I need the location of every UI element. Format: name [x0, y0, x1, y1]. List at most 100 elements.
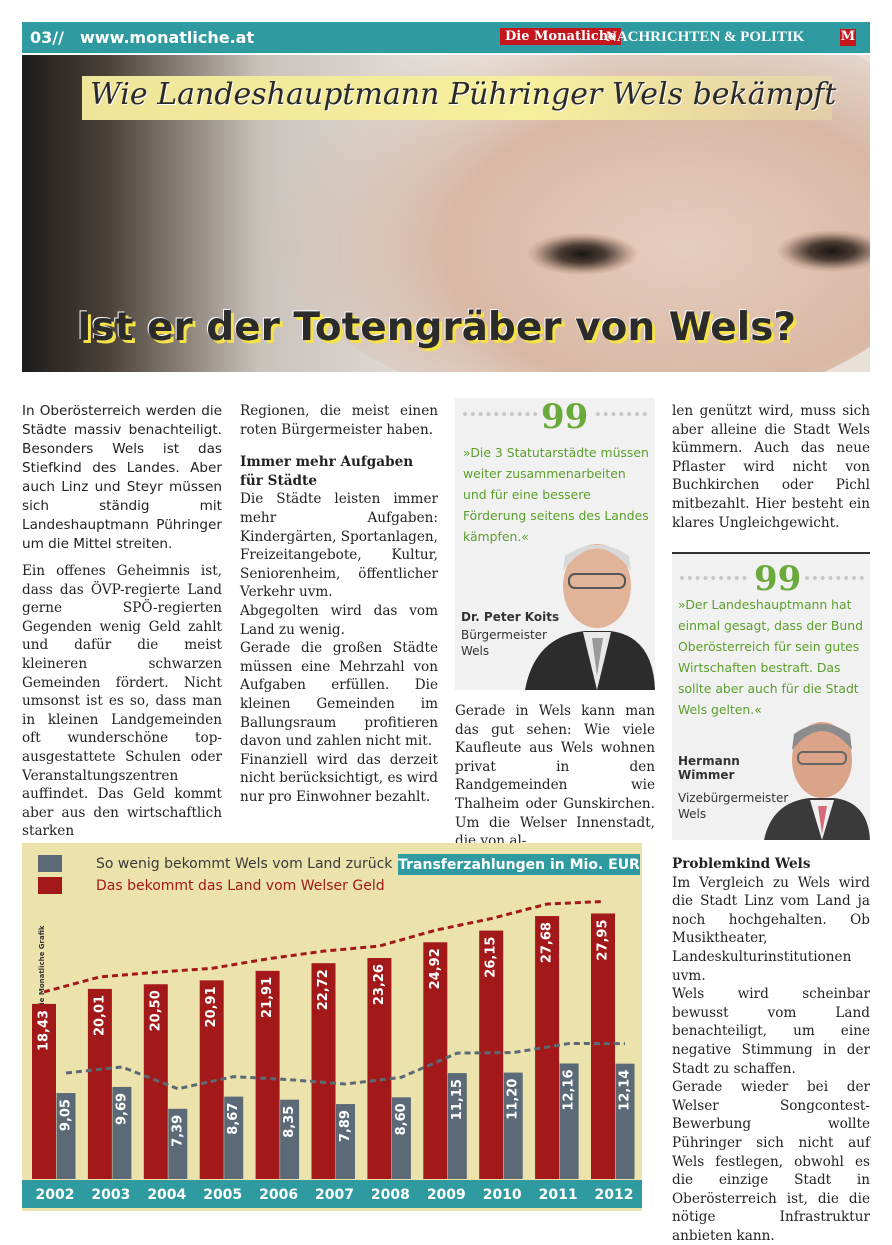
quote-role: Vizebürgermeister — [678, 791, 789, 805]
quote-name: Hermann Wimmer — [678, 754, 740, 782]
x-tick-label: 2007 — [315, 1187, 354, 1203]
quote-name: Dr. Peter Koits — [461, 610, 560, 624]
value-label: 20,01 — [92, 995, 107, 1036]
value-label: 9,69 — [114, 1093, 129, 1125]
quote-place: Wels — [461, 644, 490, 658]
issue: 03// — [30, 28, 64, 47]
value-label: 12,16 — [562, 1069, 577, 1110]
value-label: 27,95 — [596, 919, 611, 960]
hero-image: Wie Landeshauptmann Pühringer Wels bekäm… — [22, 55, 870, 372]
x-tick-label: 2003 — [91, 1187, 130, 1203]
x-tick-label: 2008 — [371, 1187, 410, 1203]
subhead: Immer mehr Aufgaben für Städte — [240, 454, 414, 489]
bar — [56, 1093, 76, 1179]
portrait — [764, 722, 870, 840]
legend-label: Das bekommt das Land vom Welser Geld — [96, 878, 385, 894]
column: Regionen, die meist einen roten Bürgerme… — [240, 402, 438, 806]
column: Problemkind Wels Im Vergleich zu Wels wi… — [672, 855, 870, 1245]
bar — [87, 988, 112, 1179]
bar — [447, 1073, 467, 1179]
quote-icon: 99 — [537, 400, 593, 434]
bar — [479, 930, 504, 1179]
kicker: Wie Landeshauptmann Pühringer Wels bekäm… — [90, 77, 837, 112]
value-label: 21,91 — [260, 977, 275, 1018]
trend-line — [65, 1041, 626, 1091]
column: len genützt wird, muss sich aber alleine… — [672, 402, 870, 532]
value-label: 26,15 — [484, 937, 499, 978]
legend-swatch — [38, 855, 62, 872]
value-label: 12,14 — [618, 1070, 633, 1111]
value-label: 8,60 — [394, 1103, 409, 1135]
portrait — [525, 544, 655, 690]
chart-title-box — [398, 854, 640, 875]
paragraph: Gerade in Wels kann man das gut sehen: W… — [455, 703, 655, 850]
bar — [423, 942, 448, 1179]
url[interactable]: www.monatliche.at — [80, 28, 255, 47]
value-label: 8,67 — [226, 1103, 241, 1135]
chart-credit: Die Monatliche Grafik — [38, 925, 46, 1010]
x-tick-label: 2012 — [595, 1187, 634, 1203]
bar — [280, 1099, 300, 1179]
bar — [32, 1003, 56, 1179]
paragraph: Abgegolten wird das vom Land zu wenig. — [240, 602, 438, 638]
logo: M — [840, 29, 856, 46]
value-label: 20,50 — [148, 990, 163, 1031]
x-tick-label: 2010 — [483, 1187, 522, 1203]
headline: Ist er der Totengräber von Wels? — [77, 305, 796, 350]
chart-title: Transferzahlungen in Mio. EUR — [398, 857, 640, 873]
value-label: 22,72 — [316, 969, 331, 1010]
bar — [391, 1097, 411, 1179]
value-label: 8,35 — [282, 1106, 297, 1138]
x-axis-band — [22, 1180, 642, 1208]
value-label: 11,15 — [450, 1079, 465, 1120]
paragraph: Im Vergleich zu Wels wird die Stadt Linz… — [672, 874, 870, 984]
quote-box: 99 »Der Landeshauptmann hat einmal gesag… — [672, 552, 870, 840]
chart: Transferzahlungen in Mio. EUR Die Monatl… — [22, 843, 642, 1211]
bar — [199, 980, 224, 1179]
bar — [367, 958, 392, 1179]
section: NACHRICHTEN & POLITIK — [606, 29, 805, 45]
legend-swatch — [38, 877, 62, 894]
paragraph: Regionen, die meist einen roten Bürgerme… — [240, 403, 438, 438]
column: In Oberösterreich werden die Städte mass… — [22, 402, 222, 841]
value-label: 18,43 — [37, 1010, 52, 1051]
bar — [255, 970, 280, 1179]
value-label: 7,89 — [338, 1110, 353, 1142]
paragraph: Wels wird scheinbar bewusst vom Land ben… — [672, 986, 870, 1077]
bar — [503, 1072, 523, 1179]
lead: In Oberösterreich werden die Städte mass… — [22, 403, 222, 552]
bar — [559, 1063, 579, 1179]
quote-text: »Der Landeshauptmann hat einmal gesagt, … — [678, 597, 864, 717]
bar — [168, 1108, 188, 1179]
legend-label: So wenig bekommt Wels vom Land zurück — [96, 856, 393, 872]
paragraph: Gerade die großen Städte müssen eine Meh… — [240, 640, 438, 750]
bar — [224, 1096, 244, 1179]
paragraph: Ein offenes Geheimnis ist, dass das ÖVP-… — [22, 563, 222, 840]
quote-place: Wels — [678, 807, 707, 821]
kicker-box — [82, 76, 832, 120]
value-label: 11,20 — [506, 1079, 521, 1120]
x-tick-label: 2002 — [36, 1187, 75, 1203]
subhead: Problemkind Wels — [672, 856, 811, 872]
eye — [777, 230, 870, 272]
paragraph: Die Städte leisten immer mehr Aufgaben: … — [240, 491, 439, 601]
trend-line — [43, 899, 604, 994]
bar — [615, 1063, 635, 1179]
quote-role: Bürgermeister — [461, 628, 547, 642]
quote-box: 99 »Die 3 Statutarstädte müssen weiter z… — [455, 398, 655, 690]
paragraph: Finanziell wird das derzeit nicht berück… — [240, 751, 438, 805]
value-label: 9,05 — [59, 1099, 74, 1131]
value-label: 24,92 — [428, 948, 443, 989]
value-label: 27,68 — [540, 922, 555, 963]
paragraph: Gerade wieder bei der Welser Songcontest… — [672, 1079, 870, 1244]
paragraph: len genützt wird, muss sich aber alleine… — [672, 403, 870, 531]
x-tick-label: 2009 — [427, 1187, 466, 1203]
x-tick-label: 2005 — [203, 1187, 242, 1203]
value-label: 7,39 — [170, 1115, 185, 1147]
bar — [591, 913, 615, 1179]
bar — [112, 1086, 132, 1179]
column: Gerade in Wels kann man das gut sehen: W… — [455, 702, 655, 851]
value-label: 20,91 — [204, 986, 219, 1027]
x-tick-label: 2011 — [539, 1187, 578, 1203]
